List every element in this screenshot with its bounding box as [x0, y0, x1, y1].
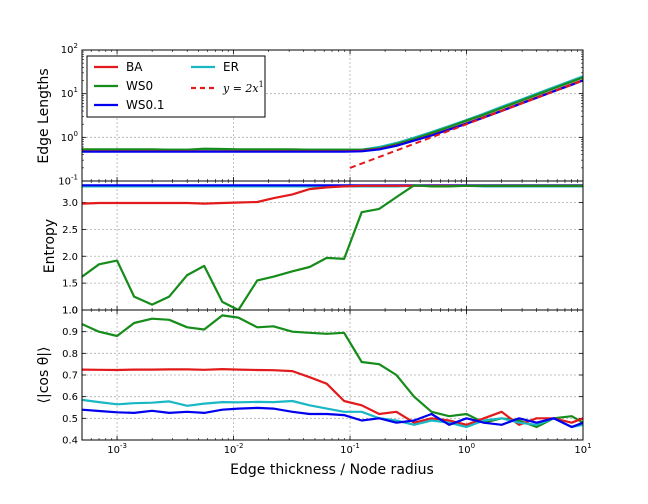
y-tick-label: 3.0 [62, 198, 78, 209]
x-axis-ticks: 10-3 10-2 10-1 100 101 [107, 442, 591, 456]
y-tick-label: 2.0 [62, 252, 78, 263]
series-line-y-2x [349, 79, 583, 169]
y-tick-label: 100 [61, 130, 78, 144]
y-tick-label: 1.0 [62, 306, 78, 317]
panel-entropy: 1.0 1.5 2.0 2.5 3.0 [62, 180, 584, 317]
y-axis-label-cos-theta: ⟨|cos θ|⟩ [36, 347, 52, 404]
panel-cos-theta: 0.4 0.5 0.6 0.7 0.8 0.9 1.0 [62, 306, 584, 447]
y-tick-label: 10-1 [58, 174, 78, 188]
x-tick-label: 101 [574, 442, 591, 456]
plot-frame [81, 309, 584, 441]
y-axis-label-edge-lengths: Edge Lengths [36, 68, 52, 163]
y-tick-label: 0.5 [62, 414, 78, 425]
legend-label: WS0.1 [126, 98, 165, 112]
legend: BA WS0 WS0.1 ER y = 2x1 [86, 55, 266, 118]
x-tick-label: 100 [458, 442, 475, 456]
series-line-ws0 [82, 76, 583, 151]
y-tick-label: 1.5 [62, 279, 78, 290]
y-tick-label: 0.9 [62, 327, 78, 338]
series-line-ws0-1 [82, 406, 583, 429]
x-axis-label: Edge thickness / Node radius [230, 462, 434, 478]
y-tick-label: 0.8 [62, 349, 78, 360]
legend-label: ER [223, 60, 239, 74]
y-axis-label-entropy: Entropy [42, 219, 58, 273]
x-tick-label: 10-2 [224, 442, 244, 456]
series-line-er [82, 398, 583, 429]
x-tick-label: 10-3 [107, 442, 127, 456]
y-tick-label: 0.4 [62, 436, 78, 447]
y-tick-label: 0.7 [62, 371, 78, 382]
y-tick-label: 2.5 [62, 225, 78, 236]
legend-label: BA [126, 60, 143, 74]
x-tick-label: 10-1 [340, 442, 360, 456]
y-tick-label: 102 [61, 42, 78, 56]
legend-label: WS0 [126, 79, 153, 93]
y-tick-label: 1.0 [62, 306, 78, 317]
y-tick-label: 0.6 [62, 392, 78, 403]
series-line-ws0 [82, 184, 583, 310]
series-line-ba [82, 184, 583, 205]
y-tick-label: 101 [61, 86, 78, 100]
legend-label: y = 2x1 [222, 80, 264, 95]
plot-frame [81, 180, 584, 311]
series-line-ba [82, 368, 583, 426]
